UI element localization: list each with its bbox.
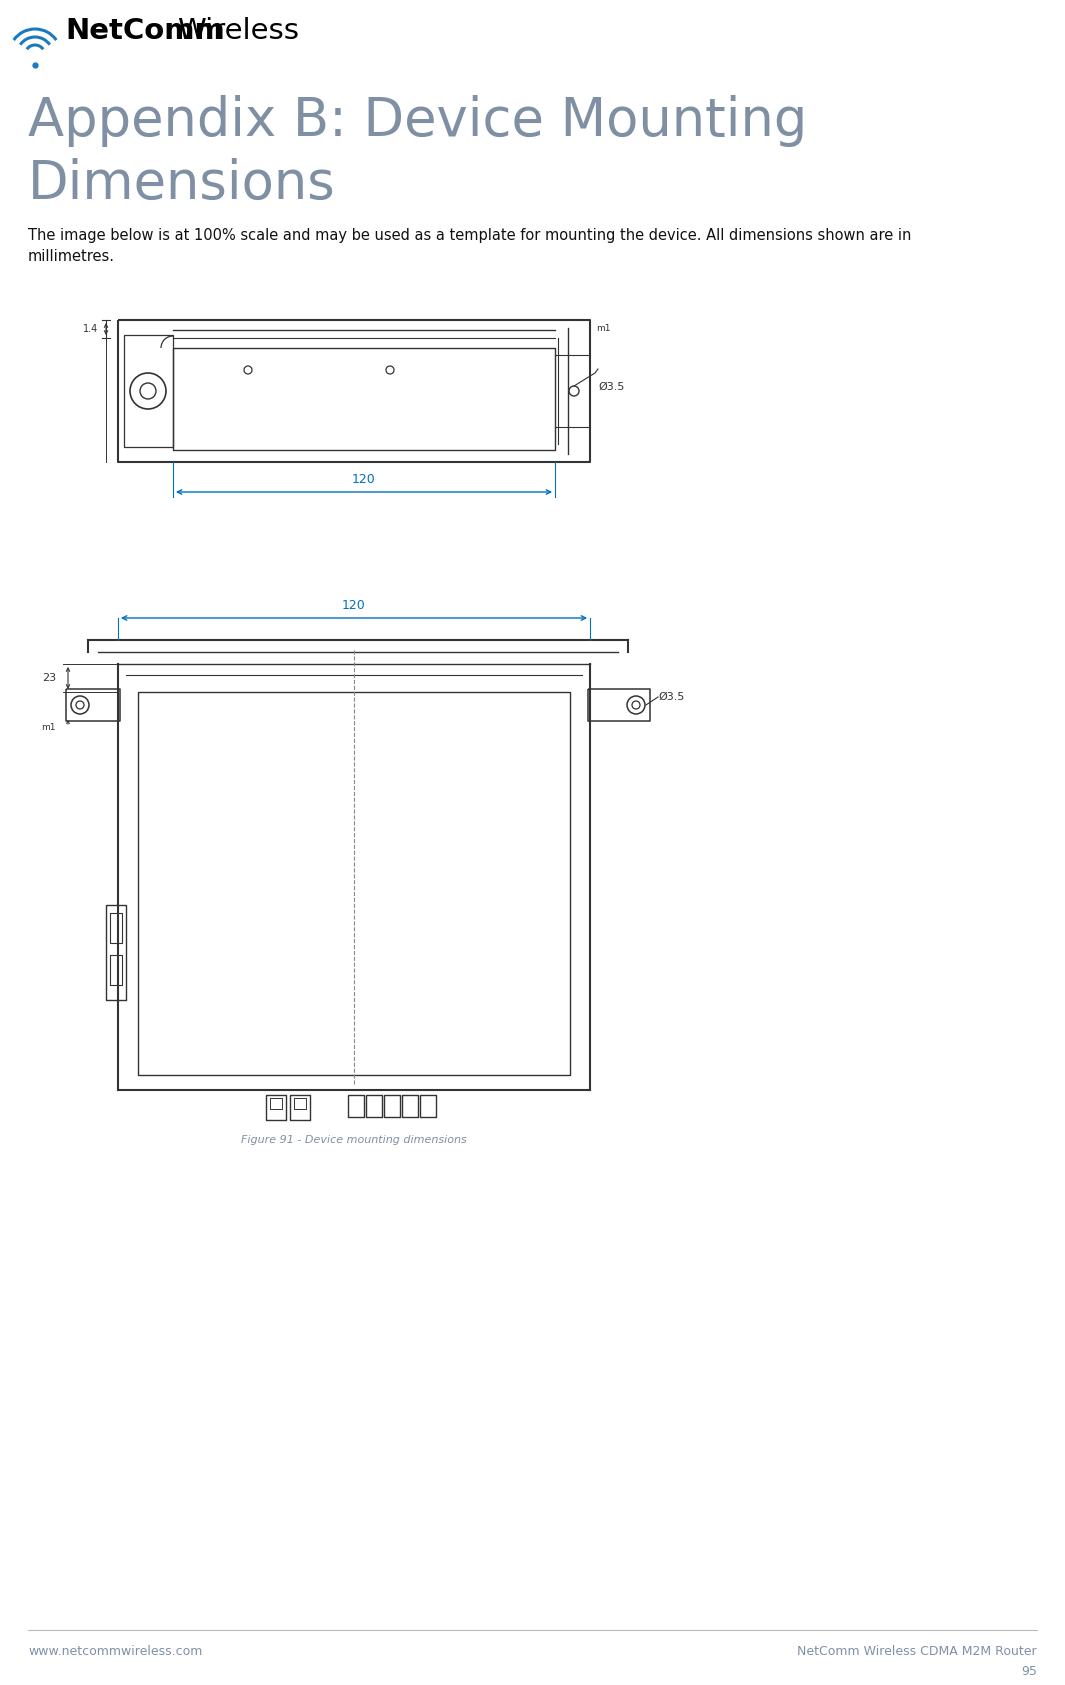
Text: NetComm Wireless CDMA M2M Router: NetComm Wireless CDMA M2M Router: [798, 1645, 1037, 1658]
Text: Ø3.5: Ø3.5: [599, 382, 624, 393]
Text: 95: 95: [1021, 1665, 1037, 1678]
Text: 23: 23: [42, 672, 56, 682]
Text: 120: 120: [342, 598, 366, 612]
Text: m1: m1: [42, 723, 56, 731]
Text: m1: m1: [596, 324, 610, 332]
Text: 1.4: 1.4: [83, 324, 98, 334]
Text: Appendix B: Device Mounting: Appendix B: Device Mounting: [28, 94, 807, 147]
Text: NetComm: NetComm: [65, 17, 225, 45]
Text: www.netcommwireless.com: www.netcommwireless.com: [28, 1645, 202, 1658]
Text: Dimensions: Dimensions: [28, 158, 335, 211]
Text: 120: 120: [353, 473, 376, 485]
Text: Wireless: Wireless: [177, 17, 299, 45]
Text: Ø3.5: Ø3.5: [658, 693, 685, 703]
Text: Figure 91 - Device mounting dimensions: Figure 91 - Device mounting dimensions: [241, 1136, 466, 1146]
Text: The image below is at 100% scale and may be used as a template for mounting the : The image below is at 100% scale and may…: [28, 227, 912, 265]
